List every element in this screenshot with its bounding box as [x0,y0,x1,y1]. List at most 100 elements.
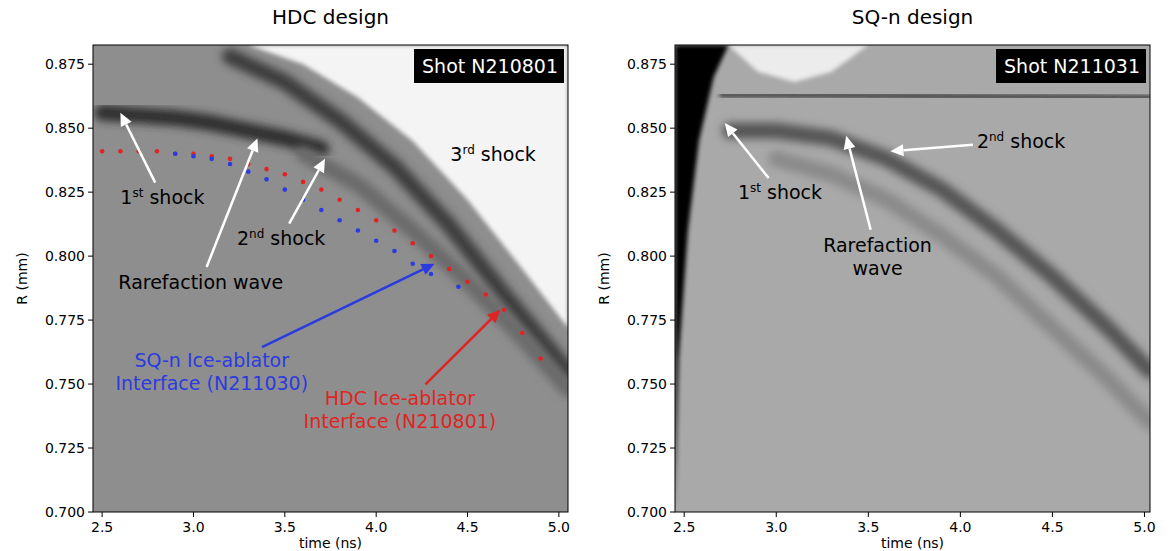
interface-point [356,208,361,213]
annotation: SQ-n Ice-ablatorInterface (N211030) [115,264,434,394]
interface-point [301,180,306,185]
annotation-text: Interface (N210801) [304,410,497,432]
y-tick [88,64,93,65]
superscript: st [750,181,761,195]
x-tick [776,512,777,517]
interface-point [456,285,461,290]
shot-text: Shot N211031 [1004,55,1140,77]
y-tick [88,448,93,449]
arrow-head [487,310,500,323]
y-tick-label: 0.825 [627,184,667,200]
interface-point [429,254,434,259]
interface-point [374,238,379,243]
y-tick [88,384,93,385]
x-tick-label: 5.0 [1133,519,1155,535]
annotation-arrow [903,145,973,150]
text-part: 1 [120,186,132,208]
area [728,45,868,82]
y-tick [670,448,675,449]
y-tick [88,320,93,321]
interface-point [520,331,525,336]
x-tick-label: 3.5 [857,519,879,535]
area [675,45,728,512]
arrow-head [844,136,856,150]
y-tick-label: 0.750 [45,376,85,392]
superscript: rd [462,143,474,157]
annotation-text: 2nd shock [977,130,1065,152]
x-tick [558,512,559,517]
annotation-arrow [733,133,769,178]
x-tick-label: 2.5 [91,519,113,535]
text-part: shock [1004,130,1065,152]
annotation: 1st shock [120,113,204,208]
annotation: 2nd shock [890,130,1065,156]
text-part: 1 [738,181,750,203]
y-tick-label: 0.850 [45,120,85,136]
x-axis-title: time (ns) [881,535,944,551]
interface-point [337,218,342,223]
interface-point [410,241,415,246]
arrow-head [313,159,325,173]
y-tick-label: 0.825 [45,184,85,200]
plot-area [93,45,568,512]
annotation-text: Interface (N211030) [115,372,308,394]
interface-point [283,187,288,192]
y-tick-label: 0.875 [45,56,85,72]
annotation-arrow [289,170,319,223]
y-tick [670,256,675,257]
text-part: shock [475,143,536,165]
y-tick-label: 0.750 [627,376,667,392]
annotation: 3rd shock [450,143,536,165]
arrow-head [890,144,903,156]
x-tick [102,512,103,517]
interface-point [502,308,507,313]
annotation: Rarefactionwave [823,136,932,279]
interface-point [100,149,105,154]
text-part: 2 [237,227,249,249]
annotation-text: 1st shock [738,181,822,203]
plot-frame [93,45,568,512]
x-tick-label: 4.0 [365,519,387,535]
interface-point [264,167,269,172]
y-tick [670,64,675,65]
superscript: st [132,186,143,200]
interface-point [155,149,160,154]
x-tick [284,512,285,517]
y-tick [670,192,675,193]
interface-point [356,228,361,233]
plot-area [675,45,1150,512]
x-tick [868,512,869,517]
x-tick [467,512,468,517]
shock-band [303,154,568,389]
annotation-text: wave [852,257,902,279]
interface-point [246,169,251,174]
interface-point [483,292,488,297]
annotation-text: 1st shock [120,186,204,208]
shot-box [996,49,1146,83]
annotation-arrow [425,319,491,384]
y-tick-label: 0.800 [627,248,667,264]
shot-label: Shot N210801 [414,49,564,83]
interface-point [209,157,214,162]
text-part: 3 [450,143,462,165]
plot-background [675,45,1150,512]
y-tick-label: 0.850 [627,120,667,136]
interface-point [283,172,288,177]
interface-point [410,261,415,266]
interface-point [538,356,543,361]
interface-point [264,177,269,182]
interface-point [118,149,123,154]
annotation-text: Rarefaction [823,234,932,256]
annotation-arrow [262,269,423,347]
x-axis-title: time (ns) [299,535,362,551]
plot-frame [675,45,1150,512]
annotation-arrow [207,150,253,266]
y-tick-label: 0.875 [627,56,667,72]
y-axis-title: R (mm) [596,252,612,304]
x-tick-label: 3.0 [765,519,787,535]
interface-point [228,157,233,162]
text-part: shock [264,227,325,249]
text-part: 2 [977,130,989,152]
x-tick [684,512,685,517]
interface-point [319,187,324,192]
